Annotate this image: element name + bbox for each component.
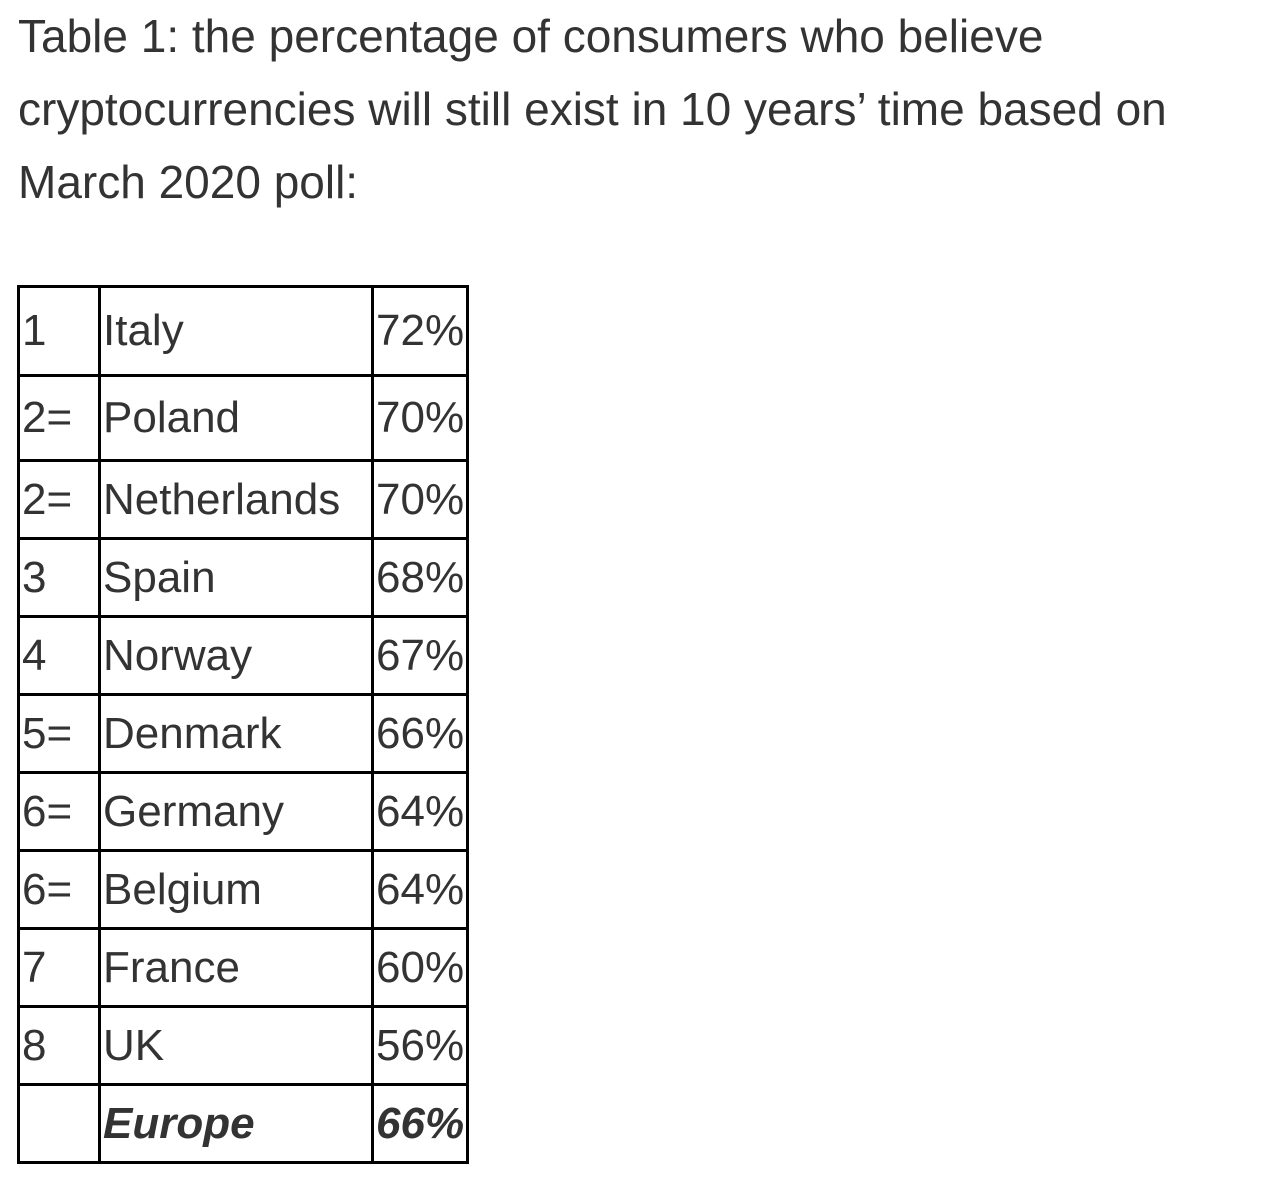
- ranking-table: 1 Italy 72% 2= Poland 70% 2= Netherlands…: [17, 285, 469, 1164]
- country-cell: Belgium: [98, 849, 374, 930]
- rank-cell: 1: [17, 285, 101, 377]
- rank-cell: 3: [17, 537, 101, 618]
- table-row: 6= Germany 64%: [17, 771, 469, 852]
- rank-cell: 7: [17, 927, 101, 1008]
- country-cell: Italy: [98, 285, 374, 377]
- rank-cell: 6=: [17, 849, 101, 930]
- percentage-cell: 60%: [371, 927, 469, 1008]
- table-row: 8 UK 56%: [17, 1005, 469, 1086]
- table-row: 7 France 60%: [17, 927, 469, 1008]
- rank-cell: 2=: [17, 459, 101, 540]
- percentage-cell: 67%: [371, 615, 469, 696]
- percentage-cell: 70%: [371, 459, 469, 540]
- table-row: 1 Italy 72%: [17, 285, 469, 377]
- europe-total-row: Europe 66%: [17, 1083, 469, 1164]
- country-cell: Poland: [98, 374, 374, 462]
- rank-cell: 5=: [17, 693, 101, 774]
- country-cell: Germany: [98, 771, 374, 852]
- rank-cell: 6=: [17, 771, 101, 852]
- europe-percentage: 66%: [371, 1083, 469, 1164]
- percentage-cell: 56%: [371, 1005, 469, 1086]
- table-row: 6= Belgium 64%: [17, 849, 469, 930]
- percentage-cell: 64%: [371, 849, 469, 930]
- percentage-cell: 64%: [371, 771, 469, 852]
- rank-cell: 8: [17, 1005, 101, 1086]
- country-cell: Spain: [98, 537, 374, 618]
- table-row: 4 Norway 67%: [17, 615, 469, 696]
- country-cell: UK: [98, 1005, 374, 1086]
- percentage-cell: 70%: [371, 374, 469, 462]
- table-row: 3 Spain 68%: [17, 537, 469, 618]
- europe-label: Europe: [98, 1083, 374, 1164]
- table-row: 5= Denmark 66%: [17, 693, 469, 774]
- table-caption: Table 1: the percentage of consumers who…: [18, 10, 1167, 208]
- table-row: 2= Netherlands 70%: [17, 459, 469, 540]
- percentage-cell: 66%: [371, 693, 469, 774]
- country-cell: Denmark: [98, 693, 374, 774]
- country-cell: France: [98, 927, 374, 1008]
- country-cell: Netherlands: [98, 459, 374, 540]
- table-row: 2= Poland 70%: [17, 374, 469, 462]
- rank-cell: [17, 1083, 101, 1164]
- country-cell: Norway: [98, 615, 374, 696]
- rank-cell: 2=: [17, 374, 101, 462]
- percentage-cell: 68%: [371, 537, 469, 618]
- percentage-cell: 72%: [371, 285, 469, 377]
- rank-cell: 4: [17, 615, 101, 696]
